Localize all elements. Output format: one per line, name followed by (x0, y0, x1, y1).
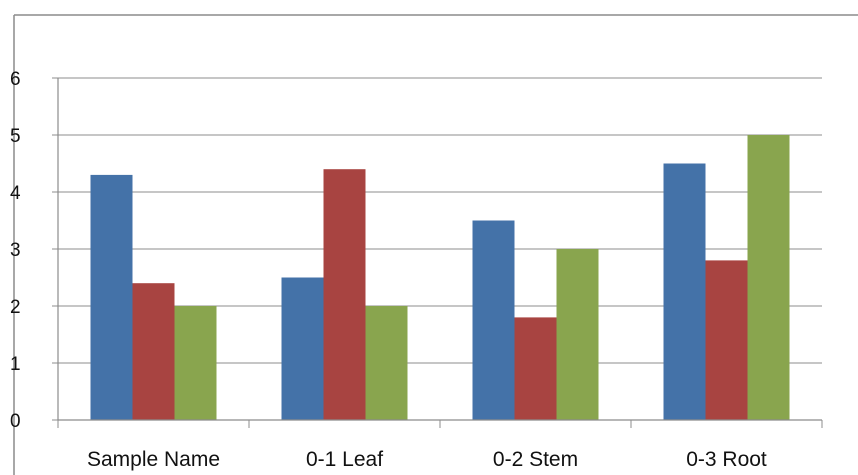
y-tick-label: 1 (10, 354, 21, 375)
bar-series-3-3 (556, 249, 599, 420)
bar-series-2-3 (514, 317, 557, 420)
bars (90, 135, 790, 420)
y-tick-label: 6 (10, 69, 21, 90)
y-tick-label: 2 (10, 297, 21, 318)
bar-series-2-1 (132, 283, 175, 420)
bar-series-3-1 (174, 306, 217, 420)
x-category-label: 0-3 Root (686, 448, 767, 471)
x-category-label: 0-1 Leaf (306, 448, 383, 471)
bar-series-2-2 (323, 169, 366, 420)
x-category-label: 0-2 Stem (493, 448, 578, 471)
bar-series-3-4 (747, 135, 790, 420)
bar-series-3-2 (365, 306, 408, 420)
bar-series-1-2 (281, 277, 324, 420)
y-tick-label: 3 (10, 240, 21, 261)
axis-labels: 0 1 2 3 4 5 6 Sample Name 0-1 Leaf 0-2 Stem 0-3 Ro… (10, 69, 767, 471)
bar-series-1-1 (90, 174, 133, 420)
y-tick-label: 0 (10, 411, 21, 432)
bar-series-1-3 (472, 220, 515, 420)
bar-series-2-4 (705, 260, 748, 420)
x-category-label: Sample Name (87, 448, 220, 471)
bar-series-1-4 (663, 163, 706, 420)
y-tick-label: 4 (10, 183, 21, 204)
axes (52, 77, 823, 428)
y-tick-label: 5 (10, 126, 21, 147)
